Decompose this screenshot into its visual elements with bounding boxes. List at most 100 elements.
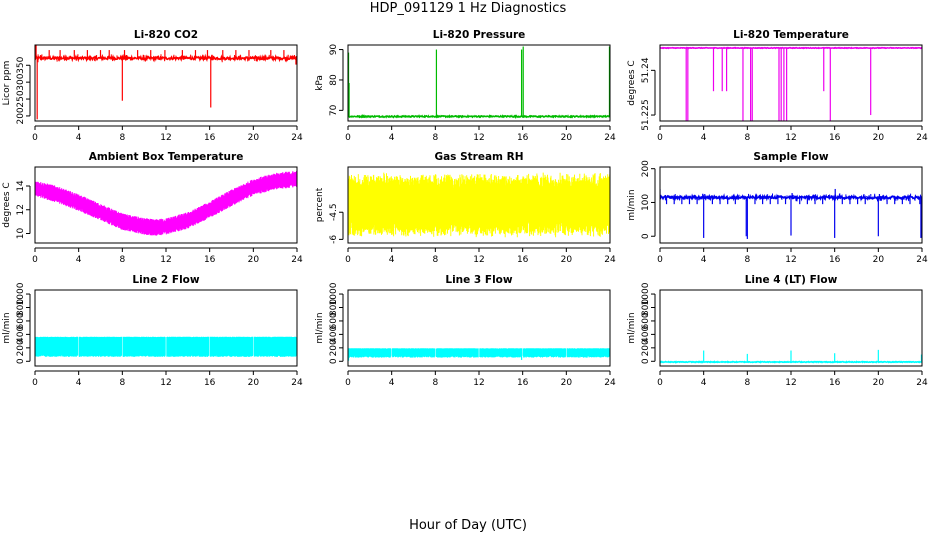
x-tick-label: 16 bbox=[829, 133, 841, 143]
y-tick-label: 200 bbox=[329, 339, 339, 356]
series-baseline bbox=[348, 113, 610, 119]
plot-frame bbox=[34, 44, 298, 122]
y-tick-label: 51.24 bbox=[641, 57, 651, 83]
x-tick-label: 12 bbox=[473, 255, 484, 265]
x-tick-label: 20 bbox=[248, 378, 260, 388]
x-tick-label: 16 bbox=[204, 133, 216, 143]
y-tick-label: 14 bbox=[16, 180, 26, 192]
x-tick-label: 4 bbox=[389, 255, 395, 265]
series-band bbox=[35, 336, 297, 357]
chart-panel-8: Line 3 Flow ml/min 0 4 8 12 16 20 24 0 20040060080… bbox=[315, 274, 616, 388]
x-tick-label: 0 bbox=[32, 133, 38, 143]
y-tick-label: 350 bbox=[16, 56, 26, 73]
series-band bbox=[35, 171, 297, 236]
chart-panel-1: Li-820 CO2 Licor ppm 0 4 8 12 16 20 24 2002503003… bbox=[2, 29, 303, 143]
x-tick-label: 20 bbox=[561, 133, 573, 143]
x-tick-label: 8 bbox=[432, 378, 438, 388]
x-tick-label: 4 bbox=[389, 133, 395, 143]
x-tick-label: 4 bbox=[76, 378, 82, 388]
plot-frame bbox=[34, 289, 298, 367]
y-tick-label: 200 bbox=[641, 160, 651, 177]
x-tick-label: 12 bbox=[785, 255, 796, 265]
plot-frame bbox=[347, 44, 611, 122]
plot-frame bbox=[34, 166, 298, 244]
series-line bbox=[348, 348, 610, 361]
chart-panel-2: Li-820 Pressure kPa 0 4 8 12 16 20 24 70 80 90 bbox=[315, 29, 616, 143]
series-line bbox=[35, 45, 297, 120]
series-noise bbox=[37, 54, 297, 63]
x-axis: 0 4 8 12 16 20 24 bbox=[345, 370, 616, 388]
x-tick-label: 12 bbox=[473, 133, 484, 143]
x-axis: 0 4 8 12 16 20 24 bbox=[657, 247, 928, 265]
x-tick-label: 16 bbox=[829, 378, 841, 388]
x-tick-label: 16 bbox=[517, 133, 529, 143]
y-axis: 51.225 51.24 bbox=[641, 57, 656, 131]
chart-panel-7: Line 2 Flow ml/min 0 4 8 12 16 20 24 0 20040060080… bbox=[2, 274, 303, 388]
x-tick-label: 8 bbox=[119, 255, 125, 265]
y-axis-label: ml/min bbox=[627, 189, 637, 220]
series-line bbox=[348, 172, 610, 238]
chart-panel-9: Line 4 (LT) Flow ml/min 0 4 8 12 16 20 24 0 200400… bbox=[627, 274, 928, 388]
series-noise bbox=[351, 114, 608, 119]
x-tick-label: 8 bbox=[744, 378, 750, 388]
x-tick-label: 8 bbox=[119, 378, 125, 388]
x-tick-label: 0 bbox=[345, 378, 351, 388]
y-tick-label: 300 bbox=[16, 73, 26, 90]
series-baseline bbox=[35, 53, 297, 63]
x-tick-label: 4 bbox=[76, 255, 82, 265]
x-tick-label: 0 bbox=[345, 255, 351, 265]
y-tick-label: 0 bbox=[16, 358, 26, 364]
x-tick-label: 8 bbox=[432, 255, 438, 265]
series-line bbox=[660, 188, 922, 239]
x-axis: 0 4 8 12 16 20 24 bbox=[345, 247, 616, 265]
plot-frame bbox=[659, 44, 923, 122]
x-axis: 0 4 8 12 16 20 24 bbox=[32, 247, 303, 265]
y-tick-label: 1000 bbox=[329, 282, 339, 305]
chart-title: Li-820 Temperature bbox=[733, 29, 849, 41]
x-tick-label: 12 bbox=[473, 378, 484, 388]
x-axis: 0 4 8 12 16 20 24 bbox=[32, 125, 303, 143]
x-tick-label: 24 bbox=[291, 378, 303, 388]
chart-title: Gas Stream RH bbox=[434, 151, 523, 163]
x-tick-label: 24 bbox=[291, 255, 303, 265]
series-line bbox=[660, 349, 922, 364]
chart-title: Line 4 (LT) Flow bbox=[745, 274, 838, 286]
chart-title: Li-820 Pressure bbox=[433, 29, 526, 41]
y-tick-label: 200 bbox=[641, 339, 651, 356]
x-tick-label: 8 bbox=[432, 133, 438, 143]
y-axis-label: degrees C bbox=[627, 60, 637, 105]
y-axis-label: ml/min bbox=[315, 312, 325, 343]
series-line bbox=[348, 46, 610, 119]
x-tick-label: 20 bbox=[873, 378, 885, 388]
plot-frame bbox=[659, 166, 923, 244]
x-tick-label: 4 bbox=[701, 378, 707, 388]
chart-title: Line 2 Flow bbox=[132, 274, 199, 286]
series-noise bbox=[664, 47, 922, 49]
series-line bbox=[35, 336, 297, 357]
y-tick-label: 10 bbox=[16, 228, 26, 240]
x-tick-label: 4 bbox=[389, 378, 395, 388]
x-axis: 0 4 8 12 16 20 24 bbox=[32, 370, 303, 388]
x-tick-label: 12 bbox=[160, 133, 171, 143]
y-tick-label: -6 bbox=[329, 235, 339, 244]
chart-panel-5: Gas Stream RH percent 0 4 8 12 16 20 24 -6 -4.5 bbox=[315, 151, 616, 265]
x-tick-label: 24 bbox=[916, 378, 928, 388]
y-tick-label: 0 bbox=[641, 358, 651, 364]
chart-panel-4: Ambient Box Temperature degrees C 0 4 8 12 16 2… bbox=[2, 151, 303, 265]
chart-title: Line 3 Flow bbox=[445, 274, 512, 286]
y-tick-label: 800 bbox=[16, 299, 26, 316]
x-tick-label: 16 bbox=[204, 378, 216, 388]
x-tick-label: 0 bbox=[657, 378, 663, 388]
y-tick-label: 200 bbox=[16, 107, 26, 124]
plot-frame bbox=[347, 166, 611, 244]
y-tick-label: 1000 bbox=[16, 282, 26, 305]
x-tick-label: 0 bbox=[657, 255, 663, 265]
x-tick-label: 0 bbox=[32, 255, 38, 265]
y-axis-label: kPa bbox=[315, 75, 325, 91]
y-tick-label: 400 bbox=[641, 326, 651, 343]
x-tick-label: 20 bbox=[873, 133, 885, 143]
